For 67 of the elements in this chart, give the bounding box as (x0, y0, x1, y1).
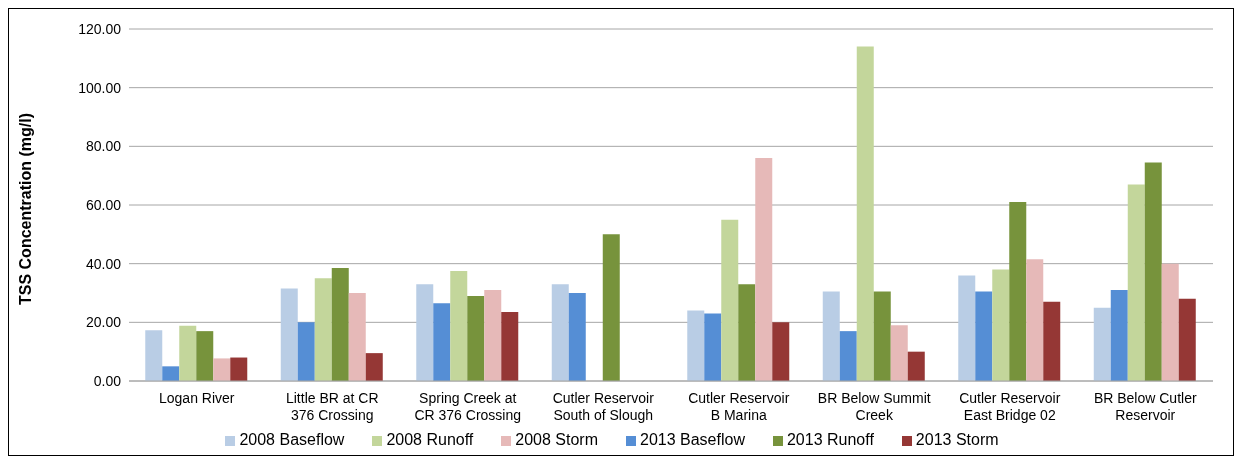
bar (196, 331, 214, 381)
bar (433, 303, 451, 381)
x-tick-label: Cutler Reservoir B Marina (688, 390, 790, 423)
bar (1178, 298, 1196, 381)
bar (856, 46, 874, 381)
bar (416, 284, 434, 381)
bar (314, 278, 332, 381)
bar (721, 219, 739, 381)
bar (873, 291, 891, 381)
bar (450, 271, 468, 381)
y-axis-title: TSS Concentration (mg/l) (16, 113, 34, 305)
bar (331, 268, 349, 381)
bar (839, 331, 857, 381)
bar (1009, 202, 1027, 381)
bar (975, 291, 993, 381)
legend-label: 2013 Runoff (786, 431, 874, 448)
legend-label: 2008 Baseflow (239, 431, 345, 448)
bar (1144, 162, 1162, 381)
legend-label: 2013 Baseflow (640, 431, 745, 448)
y-tick-label: 60.00 (85, 196, 122, 213)
bar (1110, 290, 1128, 381)
bar (1161, 263, 1179, 381)
bar (280, 288, 298, 381)
x-tick-label: Cutler Reservoir East Bridge 02 (959, 390, 1061, 423)
bar (755, 158, 773, 381)
bar (907, 351, 925, 381)
bar (145, 330, 163, 381)
bar (297, 322, 315, 381)
bar (365, 353, 383, 381)
y-tick-label: 80.00 (85, 138, 122, 155)
bar (230, 357, 248, 381)
bar (704, 313, 722, 381)
bar (484, 290, 502, 381)
bar (568, 293, 586, 381)
bar (958, 275, 976, 381)
y-tick-label: 120.00 (78, 20, 122, 37)
bar (822, 291, 840, 381)
bar (602, 234, 620, 381)
y-tick-label: 40.00 (85, 255, 122, 272)
bar (890, 325, 908, 381)
bar (992, 269, 1010, 381)
bar (1026, 259, 1044, 381)
legend-label: 2008 Storm (515, 431, 598, 448)
bar (162, 366, 180, 381)
bar (467, 295, 485, 381)
bar (348, 293, 366, 381)
bar (213, 358, 231, 381)
bar (551, 284, 569, 381)
bar (772, 322, 790, 381)
x-tick-label: Logan River (159, 390, 235, 406)
x-tick-label: BR Below Summit Creek (817, 390, 931, 423)
bar (738, 284, 756, 381)
bar (1093, 307, 1111, 381)
x-tick-label: BR Below Cutler Reservoir (1093, 390, 1197, 423)
x-tick-label: Spring Creek at CR 376 Crossing (414, 390, 522, 423)
bar (1043, 301, 1061, 381)
bar (501, 312, 519, 381)
bar (1127, 184, 1145, 381)
x-tick-label: Little BR at CR 376 Crossing (285, 390, 379, 423)
y-tick-label: 20.00 (85, 314, 122, 331)
bar (179, 325, 197, 381)
y-tick-label: 0.00 (93, 372, 122, 389)
legend-label: 2013 Storm (915, 431, 999, 448)
x-tick-label: Cutler Reservoir South of Slough (552, 390, 655, 423)
legend-label: 2008 Runoff (386, 431, 474, 448)
bar (687, 310, 705, 381)
y-tick-label: 100.00 (78, 79, 122, 96)
